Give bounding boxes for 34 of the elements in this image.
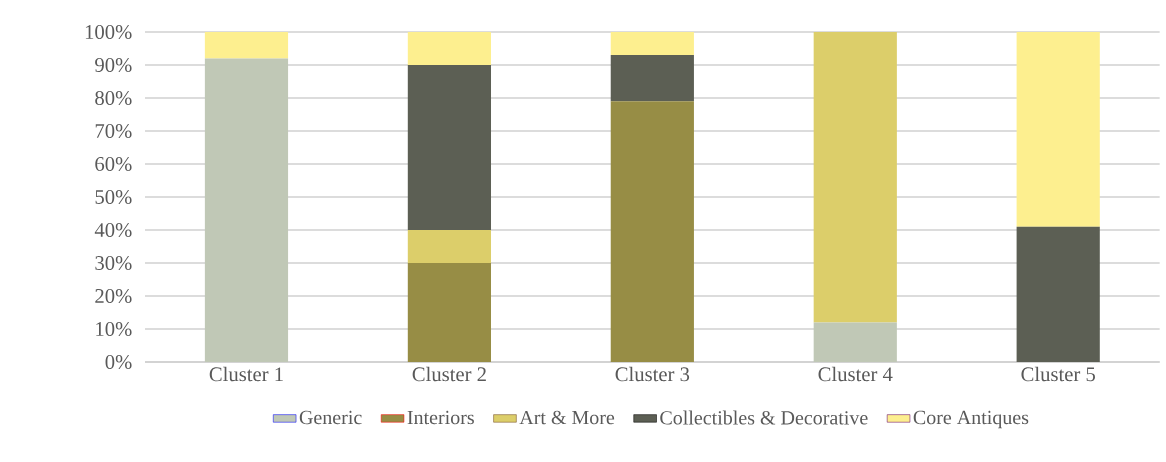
bar — [813, 32, 897, 323]
bar — [610, 55, 694, 102]
x-tick-label: Cluster 4 — [818, 366, 893, 382]
bar — [407, 32, 491, 65]
bar — [204, 58, 289, 362]
legend-label: Interiors — [407, 410, 474, 425]
bar — [1016, 226, 1100, 362]
bar — [610, 32, 694, 56]
y-tick-label: 10% — [96, 322, 132, 337]
y-tick-label: 20% — [95, 289, 132, 304]
y-tick-label: 30% — [95, 256, 132, 271]
x-tick-label: Cluster 2 — [412, 366, 486, 382]
y-tick-label: 100% — [85, 25, 132, 40]
y-tick-label: 40% — [94, 223, 132, 238]
bar — [407, 230, 491, 263]
x-tick-label: Cluster 5 — [1021, 366, 1095, 382]
bar — [610, 101, 694, 362]
x-tick-label: Cluster 1 — [209, 366, 283, 382]
legend-label: Collectibles & Decorative — [660, 410, 868, 425]
bar — [407, 263, 491, 362]
bar — [407, 65, 491, 230]
y-tick-label: 70% — [95, 124, 132, 139]
y-tick-label: 60% — [95, 157, 132, 172]
legend-label: Art & More — [519, 410, 615, 425]
y-tick-label: 0% — [105, 355, 132, 370]
bar — [204, 32, 289, 59]
legend-label: Generic — [299, 410, 362, 425]
bar — [813, 322, 897, 362]
bar — [1016, 32, 1100, 227]
y-tick-label: 90% — [95, 58, 132, 73]
x-tick-label: Cluster 3 — [615, 366, 690, 382]
y-tick-label: 80% — [95, 91, 132, 106]
y-tick-label: 50% — [95, 190, 132, 205]
legend-label: Core Antiques — [913, 410, 1029, 429]
